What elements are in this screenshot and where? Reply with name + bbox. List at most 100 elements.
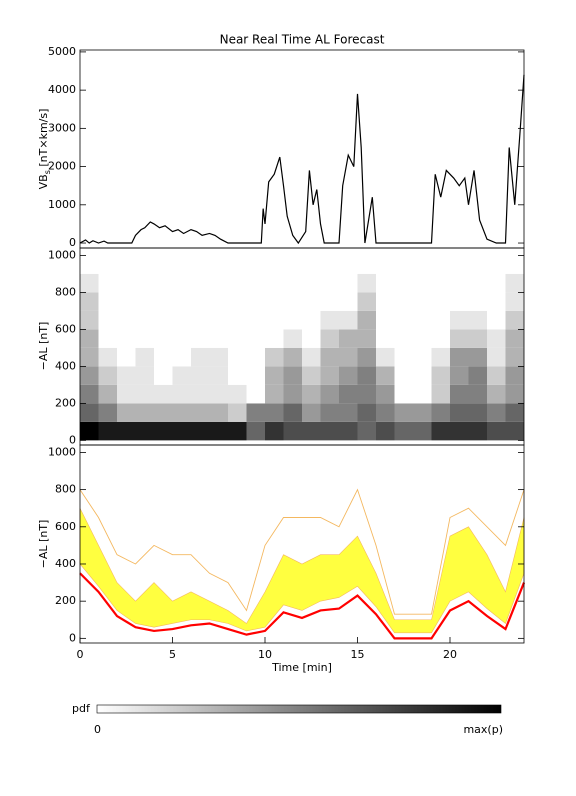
y-tick-label: 1000 — [48, 248, 76, 261]
heat-cell — [394, 292, 413, 311]
y-label-part: [nT×km/s] — [37, 109, 50, 171]
heat-cell — [302, 329, 321, 348]
heat-cell — [283, 384, 302, 404]
colorbar-tick: max(p) — [463, 723, 503, 736]
heat-cell — [246, 292, 265, 311]
heat-cell — [505, 292, 524, 311]
heat-cell — [413, 329, 432, 348]
heat-cell — [228, 292, 247, 311]
heat-cell — [302, 255, 321, 274]
heat-cell — [487, 273, 506, 293]
heat-cell — [376, 273, 395, 293]
heat-cell — [339, 310, 358, 330]
heat-cell — [357, 255, 376, 274]
heat-cell — [431, 366, 450, 385]
heat-cell — [283, 366, 302, 385]
heat-cell — [394, 384, 413, 404]
heat-cell — [339, 255, 358, 274]
heat-cell — [431, 384, 450, 404]
heat-cell — [191, 292, 210, 311]
heat-cell — [117, 403, 136, 422]
heat-cell — [98, 292, 117, 311]
heat-cell — [98, 366, 117, 385]
heat-cell — [246, 421, 265, 441]
heat-cell — [154, 384, 173, 404]
heat-cell — [450, 421, 469, 441]
heat-cell — [209, 329, 228, 348]
heat-cell — [450, 273, 469, 293]
heat-cell — [339, 347, 358, 367]
heat-cell — [209, 403, 228, 422]
heat-cell — [431, 329, 450, 348]
plot-frame — [79, 444, 525, 644]
heat-cell — [117, 366, 136, 385]
heat-cell — [302, 310, 321, 330]
heat-cell — [209, 292, 228, 311]
heat-cell — [135, 347, 154, 367]
heat-cell — [98, 347, 117, 367]
heat-cell — [339, 403, 358, 422]
heat-cell — [135, 366, 154, 385]
heat-cell — [209, 347, 228, 367]
heat-cell — [394, 421, 413, 441]
heat-cell — [154, 347, 173, 367]
heat-cell — [135, 384, 154, 404]
heat-cell — [246, 403, 265, 422]
heat-cell — [431, 403, 450, 422]
heat-cell — [135, 292, 154, 311]
heat-cell — [431, 273, 450, 293]
heat-cell — [413, 366, 432, 385]
heat-cell — [98, 255, 117, 274]
heat-cell — [505, 366, 524, 385]
colorbar-label: pdf — [72, 702, 91, 715]
heat-cell — [376, 366, 395, 385]
heat-cell — [302, 403, 321, 422]
heat-cell — [283, 329, 302, 348]
heat-cell — [172, 421, 191, 441]
heat-cell — [191, 366, 210, 385]
heat-cell — [320, 366, 339, 385]
heat-cell — [357, 292, 376, 311]
y-tick-label: 0 — [69, 236, 76, 249]
heat-cell — [172, 384, 191, 404]
heat-cell — [191, 255, 210, 274]
heat-cell — [228, 384, 247, 404]
heat-cell — [320, 347, 339, 367]
heat-cell — [172, 366, 191, 385]
heat-cell — [320, 310, 339, 330]
heat-cell — [172, 292, 191, 311]
heat-cell — [80, 255, 99, 274]
heat-cell — [154, 403, 173, 422]
heat-cell — [283, 421, 302, 441]
heat-cell — [450, 403, 469, 422]
heat-cell — [302, 384, 321, 404]
heat-cell — [394, 310, 413, 330]
heat-cell — [320, 292, 339, 311]
heat-cell — [505, 273, 524, 293]
heat-cell — [80, 310, 99, 330]
heat-cell — [80, 384, 99, 404]
heat-cell — [468, 421, 487, 441]
heat-cell — [376, 384, 395, 404]
heat-cell — [246, 310, 265, 330]
heat-cell — [505, 421, 524, 441]
heat-cell — [468, 384, 487, 404]
heat-cell — [302, 292, 321, 311]
heat-cell — [265, 273, 284, 293]
heat-cell — [376, 310, 395, 330]
heat-cell — [135, 255, 154, 274]
y-tick-label: 1000 — [48, 198, 76, 211]
heat-cell — [80, 421, 99, 441]
heat-cell — [209, 421, 228, 441]
heat-cell — [283, 347, 302, 367]
heat-cell — [283, 403, 302, 422]
heat-cell — [450, 310, 469, 330]
y-tick-label: 600 — [55, 520, 76, 533]
heat-cell — [98, 273, 117, 293]
heat-cell — [376, 255, 395, 274]
heat-cell — [468, 310, 487, 330]
heat-cell — [487, 403, 506, 422]
heat-cell — [413, 310, 432, 330]
heat-cell — [394, 255, 413, 274]
heat-cell — [487, 310, 506, 330]
